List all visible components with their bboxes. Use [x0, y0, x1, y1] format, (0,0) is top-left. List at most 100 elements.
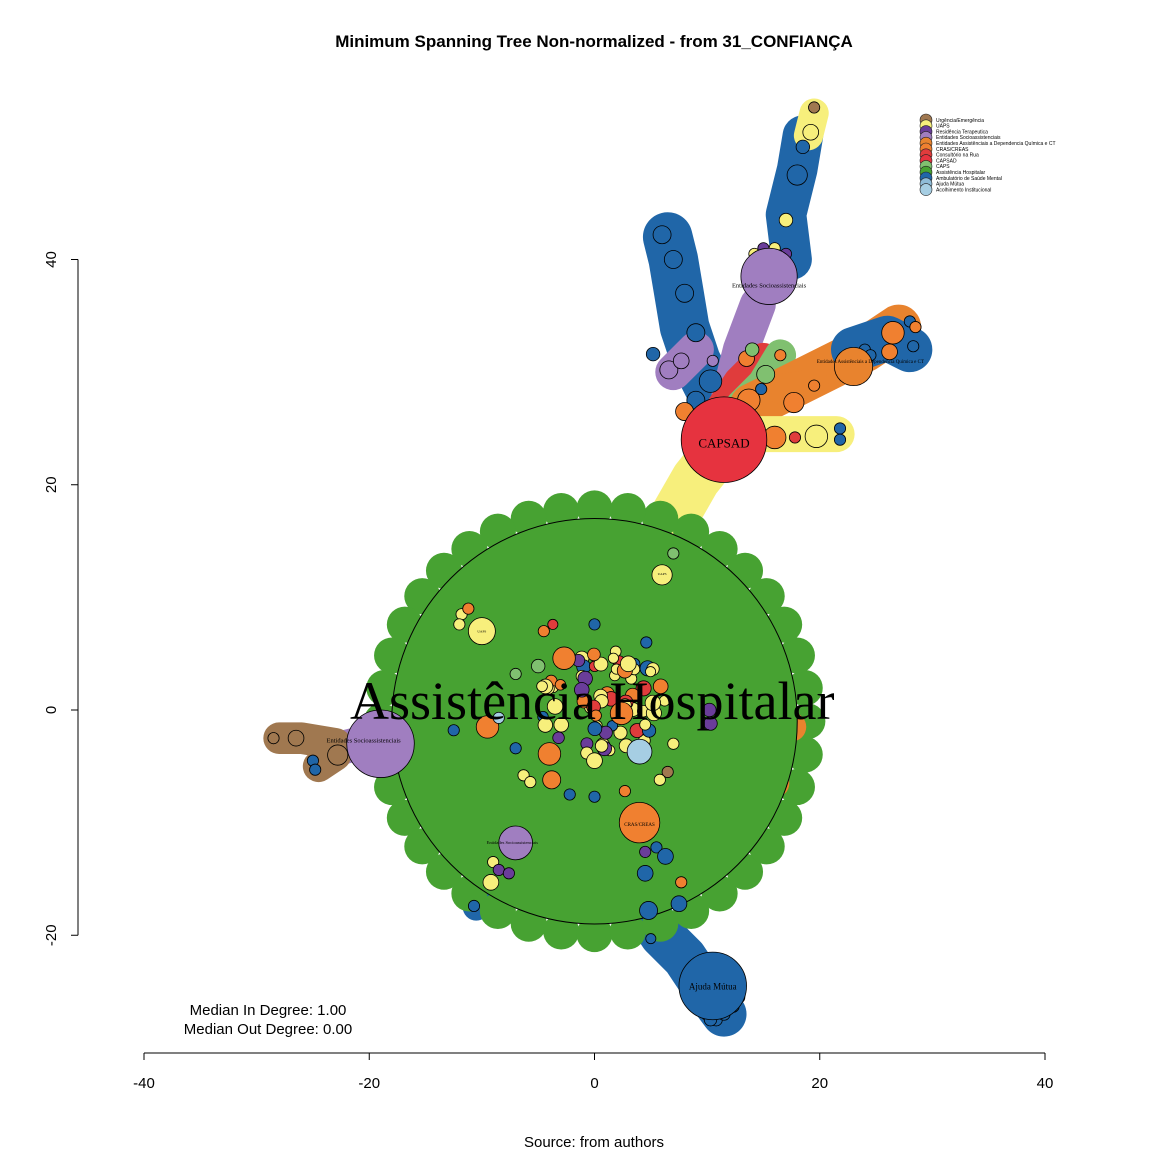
hub-label-uaps: UAPS — [658, 572, 667, 576]
inner-node — [546, 698, 564, 715]
inner-node — [553, 717, 569, 733]
network-node — [620, 655, 637, 673]
inner-node — [645, 666, 657, 678]
network-node — [698, 369, 723, 393]
network-node — [808, 101, 821, 114]
network-node — [537, 742, 562, 766]
network-node — [447, 724, 460, 737]
hub-labels: Assistência Hospitalar CAPSAD Ajuda Mútua E… — [327, 283, 925, 992]
network-node — [502, 867, 515, 880]
hub-label-entidades: Entidades Socioassistenciais — [732, 283, 807, 290]
inner-node — [639, 718, 652, 731]
network-node — [563, 788, 576, 801]
network-node — [755, 382, 768, 396]
network-node — [309, 763, 322, 776]
network-node — [672, 352, 690, 370]
network-node — [909, 321, 922, 334]
network-node — [652, 225, 672, 245]
hub-node — [833, 346, 874, 387]
inner-node — [594, 739, 609, 753]
axes: -40 -20 0 20 40 -20 0 20 40 — [43, 251, 1053, 1092]
legend-label: CAPSAD — [936, 158, 957, 164]
network-node — [618, 785, 631, 798]
network-node — [650, 841, 663, 854]
network-node — [588, 790, 601, 803]
network-node — [657, 848, 674, 865]
legend-label: UAPS — [936, 124, 950, 130]
network-node — [640, 636, 653, 649]
network-node — [661, 765, 674, 778]
network-node — [547, 618, 559, 630]
hub-node — [680, 396, 768, 483]
network-node — [645, 346, 661, 362]
legend-label: Urgência/Emergência — [936, 118, 984, 124]
network-node — [645, 933, 657, 945]
network-node — [626, 738, 653, 765]
network-node — [881, 343, 898, 361]
network-node — [745, 342, 760, 357]
hub-label-assistencia-hospitalar: Assistência Hospitalar — [350, 671, 834, 731]
network-node — [667, 547, 680, 560]
network-node — [670, 895, 688, 912]
network-node — [492, 711, 505, 724]
network-node — [531, 658, 546, 674]
legend-label: Ajuda Mútua — [936, 182, 964, 188]
network-node — [509, 667, 522, 680]
inner-node — [635, 680, 652, 697]
x-tick-label: 0 — [590, 1075, 598, 1092]
hub-node — [498, 825, 533, 861]
hub-node — [651, 564, 673, 586]
network-node — [706, 354, 719, 367]
hub-halo-lobe — [576, 916, 613, 953]
hub-node — [467, 617, 496, 646]
inner-node — [607, 652, 619, 664]
network-node — [639, 845, 652, 858]
inner-node — [587, 721, 603, 737]
network-node — [653, 773, 666, 786]
hub-label-capsad: CAPSAD — [698, 436, 749, 451]
inner-node — [536, 680, 548, 693]
network-node — [659, 360, 679, 380]
hub-node — [618, 801, 661, 844]
median-in-degree: Median In Degree: 1.00 — [190, 1002, 347, 1019]
hub-label-uaps: UAPS — [477, 629, 486, 633]
network-node — [833, 422, 847, 435]
network-node — [467, 899, 481, 912]
x-tick-label: 40 — [1037, 1075, 1054, 1092]
hub-label-cras: CRAS/CREAS — [624, 823, 655, 828]
inner-node — [537, 717, 553, 733]
inner-node — [593, 656, 609, 672]
tree-branch — [765, 115, 824, 280]
legend-label: Entidades Assistênciais a Dependencia Qu… — [936, 141, 1056, 147]
inner-node — [554, 679, 567, 691]
network-node — [524, 776, 537, 789]
legend-label: Ambulatório de Saúde Mental — [936, 176, 1002, 182]
network-node — [788, 431, 802, 444]
inner-node — [589, 709, 602, 722]
network-node — [881, 321, 905, 345]
hub-halo-lobe — [576, 490, 613, 527]
network-node — [287, 729, 305, 747]
legend-label: Consultório na Rua — [936, 153, 979, 159]
hub-label-dependencia: Entidades Assistênciais a Dependencia Qu… — [817, 360, 924, 365]
hub-label-entidades: Entidades Socioassistenciais — [327, 738, 402, 745]
hub-label-ajuda-mutua: Ajuda Mútua — [689, 981, 737, 991]
network-node — [786, 164, 808, 186]
y-tick-label: 20 — [43, 476, 60, 493]
y-tick-label: 40 — [43, 251, 60, 268]
inner-node — [587, 647, 601, 662]
network-node — [663, 250, 683, 269]
network-node — [667, 737, 680, 750]
legend-swatch — [919, 183, 933, 196]
inner-node — [574, 682, 590, 698]
legend-label: Residência Terapeutica — [936, 129, 988, 135]
network-node — [756, 364, 776, 384]
legend-label: Assistência Hospitalar — [936, 170, 986, 176]
network-node — [686, 323, 706, 343]
network-node — [327, 744, 349, 766]
network-nodes — [267, 101, 922, 1027]
median-out-degree: Median Out Degree: 0.00 — [184, 1021, 352, 1038]
network-node — [639, 901, 658, 920]
hub-node — [740, 247, 798, 305]
